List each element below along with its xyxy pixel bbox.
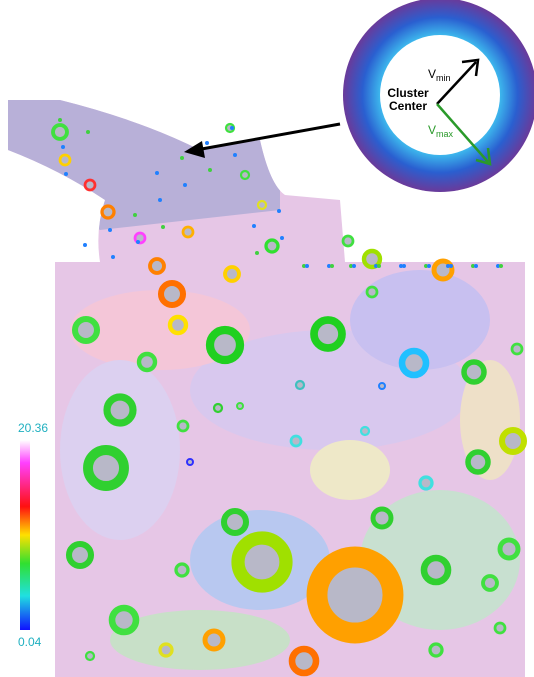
cluster-ring bbox=[292, 649, 316, 673]
cluster-ring bbox=[314, 320, 342, 348]
small-cluster bbox=[449, 264, 453, 268]
small-cluster bbox=[64, 172, 68, 176]
colorbar-max: 20.36 bbox=[18, 421, 48, 435]
small-cluster bbox=[108, 228, 112, 232]
cluster-ring bbox=[139, 354, 155, 370]
small-cluster bbox=[183, 183, 187, 187]
cluster-ring bbox=[112, 608, 136, 632]
cluster-ring bbox=[187, 459, 193, 465]
colorbar-min: 0.04 bbox=[18, 635, 42, 649]
cluster-ring bbox=[266, 240, 278, 252]
cluster-ring bbox=[500, 540, 518, 558]
cluster-ring bbox=[85, 180, 95, 190]
cluster-ring bbox=[258, 201, 266, 209]
small-cluster bbox=[61, 145, 65, 149]
cluster-ring bbox=[225, 267, 239, 281]
small-cluster bbox=[427, 264, 431, 268]
cluster-ring bbox=[237, 403, 243, 409]
cluster-ring bbox=[361, 427, 369, 435]
cluster-ring bbox=[178, 421, 188, 431]
small-cluster bbox=[155, 171, 159, 175]
cluster-ring bbox=[512, 344, 522, 354]
small-cluster bbox=[277, 209, 281, 213]
cluster-ring bbox=[464, 362, 484, 382]
cluster-ring bbox=[373, 509, 391, 527]
small-cluster bbox=[352, 264, 356, 268]
cluster-ring bbox=[468, 452, 488, 472]
small-cluster bbox=[136, 240, 140, 244]
cluster-ring bbox=[205, 631, 223, 649]
small-cluster bbox=[161, 225, 165, 229]
cluster-ring bbox=[60, 155, 70, 165]
vmax-sub: max bbox=[436, 129, 454, 139]
cluster-ring bbox=[495, 623, 505, 633]
center-label: Center bbox=[389, 99, 427, 113]
cluster-ring bbox=[238, 538, 286, 586]
colorbar bbox=[20, 440, 30, 630]
cluster-ring bbox=[160, 644, 172, 656]
small-cluster bbox=[252, 224, 256, 228]
small-cluster bbox=[205, 141, 209, 145]
small-cluster bbox=[133, 213, 137, 217]
vmin-sub: min bbox=[436, 73, 451, 83]
small-cluster bbox=[208, 168, 212, 172]
small-cluster bbox=[255, 251, 259, 255]
cluster-label: Cluster bbox=[387, 86, 429, 100]
small-cluster bbox=[111, 255, 115, 259]
cluster-ring bbox=[69, 544, 91, 566]
small-cluster bbox=[58, 118, 62, 122]
cluster-ring bbox=[424, 558, 448, 582]
small-cluster bbox=[474, 264, 478, 268]
cluster-ring bbox=[75, 319, 97, 341]
flow-visualization: Vmin Cluster Center Vmax 20.36 0.04 bbox=[0, 0, 534, 677]
cluster-ring bbox=[291, 436, 301, 446]
cluster-ring bbox=[402, 351, 426, 375]
small-cluster bbox=[305, 264, 309, 268]
small-cluster bbox=[158, 198, 162, 202]
cluster-ring bbox=[430, 644, 442, 656]
cluster-ring bbox=[170, 317, 186, 333]
cluster-ring bbox=[367, 287, 377, 297]
cluster-ring bbox=[214, 404, 222, 412]
cluster-ring bbox=[317, 557, 393, 633]
cluster-ring bbox=[86, 652, 94, 660]
cluster-ring bbox=[161, 283, 183, 305]
small-cluster bbox=[377, 264, 381, 268]
cluster-ring bbox=[296, 381, 304, 389]
vmin-main: V bbox=[428, 67, 436, 81]
cluster-ring bbox=[420, 477, 432, 489]
small-cluster bbox=[233, 153, 237, 157]
cluster-ring bbox=[434, 261, 452, 279]
small-cluster bbox=[180, 156, 184, 160]
vmax-main: V bbox=[428, 123, 436, 137]
small-cluster bbox=[83, 243, 87, 247]
cluster-ring bbox=[107, 397, 133, 423]
small-cluster bbox=[86, 130, 90, 134]
cluster-ring bbox=[210, 330, 240, 360]
cluster-ring bbox=[379, 383, 385, 389]
small-cluster bbox=[330, 264, 334, 268]
cluster-ring bbox=[53, 125, 67, 139]
cluster-ring bbox=[102, 206, 114, 218]
cluster-ring bbox=[176, 564, 188, 576]
cluster-ring bbox=[183, 227, 193, 237]
pointer-arrow bbox=[196, 124, 340, 150]
cluster-ring bbox=[483, 576, 497, 590]
cluster-ring bbox=[343, 236, 353, 246]
cluster-ring bbox=[88, 450, 124, 486]
cluster-ring bbox=[502, 430, 524, 452]
cluster-ring bbox=[224, 511, 246, 533]
cluster-ring bbox=[241, 171, 249, 179]
cluster-ring bbox=[150, 259, 164, 273]
small-cluster bbox=[402, 264, 406, 268]
small-cluster bbox=[230, 126, 234, 130]
small-cluster bbox=[499, 264, 503, 268]
small-cluster bbox=[280, 236, 284, 240]
